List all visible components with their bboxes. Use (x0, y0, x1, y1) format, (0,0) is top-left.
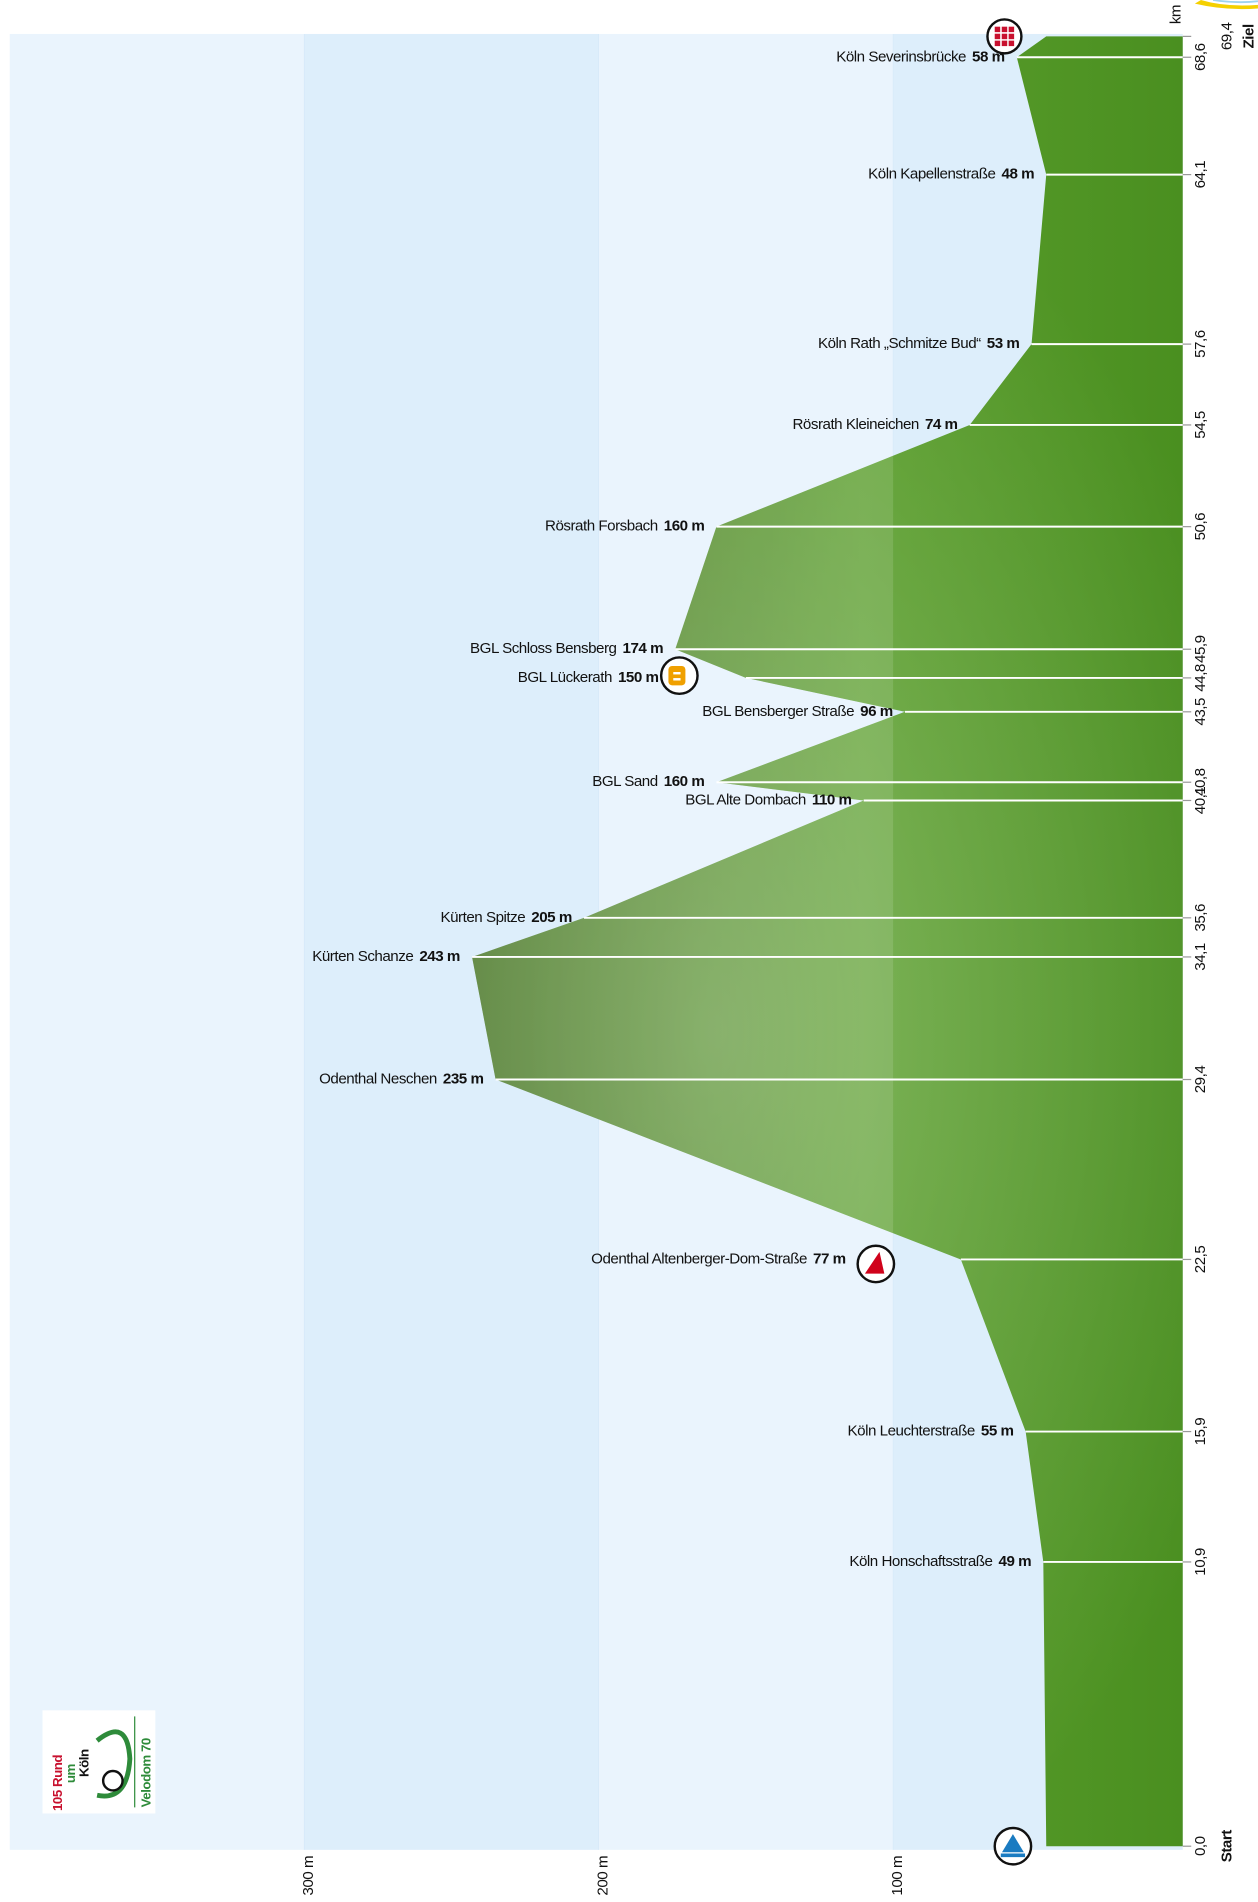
waypoint-label: BGL Lückerath 150 m (518, 669, 659, 686)
x-tick-label: 50,6 (1192, 513, 1209, 541)
x-tick-label: 10,9 (1192, 1548, 1209, 1576)
waypoint-name: BGL Schloss Bensberg (470, 640, 616, 657)
waypoint-lines (472, 56, 1183, 1563)
waypoint-label: Köln Honschaftsstraße 49 m (849, 1553, 1031, 1570)
waypoint-elevation: 243 m (419, 948, 460, 965)
logo-wheel (101, 1769, 124, 1792)
x-tick-label: 22,5 (1192, 1246, 1209, 1274)
waypoint-name: Rösrath Kleineichen (792, 416, 918, 433)
decoration (1194, 0, 1258, 10)
waypoint-name: BGL Bensberger Straße (702, 703, 854, 720)
waypoint-name: Köln Severinsbrücke (836, 48, 966, 65)
x-tick-label: 44,8 (1192, 664, 1209, 692)
waypoint-elevation: 77 m (813, 1250, 846, 1267)
waypoint-label: BGL Bensberger Straße 96 m (702, 703, 893, 720)
x-tick-label: 40,8 (1192, 768, 1209, 796)
x-tick-label: 64,1 (1192, 161, 1209, 189)
food-icon (659, 656, 699, 696)
waypoint-elevation: 48 m (1002, 166, 1035, 183)
logo-text: 105 Rund (50, 1755, 65, 1811)
waypoint-name: Kürten Schanze (312, 948, 413, 965)
waypoint-elevation: 174 m (623, 640, 664, 657)
waypoint-label: Köln Severinsbrücke 58 m (836, 48, 1004, 65)
finish-icon (986, 18, 1023, 55)
waypoint-name: BGL Alte Dombach (685, 791, 806, 808)
x-tick-label: 0,0 (1192, 1836, 1209, 1856)
x-tick-label: 34,1 (1192, 943, 1209, 971)
waypoint-name: Rösrath Forsbach (545, 518, 658, 535)
waypoint-label: Odenthal Altenberger-Dom-Straße 77 m (591, 1250, 845, 1267)
waypoint-name: Kürten Spitze (441, 909, 526, 926)
logo-swirl (95, 1729, 133, 1799)
waypoint-label: BGL Sand 160 m (592, 773, 704, 790)
x-tick-label: 40,1 (1192, 787, 1209, 815)
x-tick-label: 29,4 (1192, 1066, 1209, 1094)
waypoint-label: Odenthal Neschen 235 m (319, 1071, 483, 1088)
waypoint-elevation: 235 m (443, 1071, 484, 1088)
waypoint-name: Odenthal Altenberger-Dom-Straße (591, 1250, 807, 1267)
logo: 105 Rund um Köln Velodom 70 (42, 1710, 156, 1814)
band (9, 33, 305, 1850)
x-tick-label: 35,6 (1192, 904, 1209, 932)
start-label: Start (1219, 1830, 1236, 1863)
y-tick-label: 100 m (889, 1856, 906, 1896)
waypoint-name: Köln Kapellenstraße (868, 166, 995, 183)
start-icon (993, 1826, 1033, 1866)
waypoint-label: Kürten Schanze 243 m (312, 948, 460, 965)
x-tick-label: 69,4 (1219, 23, 1236, 51)
x-tick-label: 45,9 (1192, 635, 1209, 663)
waypoint-label: Rösrath Forsbach 160 m (545, 518, 704, 535)
logo-text: um (63, 1763, 78, 1783)
decoration (1212, 0, 1258, 4)
x-axis-label: km (1168, 5, 1185, 24)
end-label: Ziel (1240, 24, 1257, 48)
waypoint-elevation: 160 m (664, 773, 705, 790)
y-tick-label: 300 m (300, 1856, 317, 1896)
waypoint-elevation: 49 m (999, 1553, 1032, 1570)
waypoint-label: Köln Rath „Schmitze Bud“ 53 m (818, 335, 1019, 352)
y-tick-label: 200 m (595, 1856, 612, 1896)
waypoint-label: BGL Alte Dombach 110 m (685, 791, 851, 808)
waypoint-name: Köln Rath „Schmitze Bud“ (818, 335, 981, 352)
waypoint-label: Rösrath Kleineichen 74 m (792, 416, 957, 433)
x-tick-label: 43,5 (1192, 698, 1209, 726)
waypoint-elevation: 205 m (531, 909, 572, 926)
waypoint-name: BGL Sand (592, 773, 658, 790)
waypoint-elevation: 96 m (860, 703, 893, 720)
x-tick-label: 57,6 (1192, 330, 1209, 358)
waypoint-elevation: 53 m (987, 335, 1020, 352)
waypoint-label: Köln Kapellenstraße 48 m (868, 166, 1034, 183)
waypoint-elevation: 150 m (618, 669, 659, 686)
waypoint-elevation: 160 m (664, 518, 705, 535)
waypoint-label: BGL Schloss Bensberg 174 m (470, 640, 663, 657)
waypoint-label: Kürten Spitze 205 m (441, 909, 572, 926)
waypoint-name: BGL Lückerath (518, 669, 612, 686)
logo-text: Köln (76, 1749, 91, 1777)
x-tick-label: 54,5 (1192, 411, 1209, 439)
waypoint-name: Köln Honschaftsstraße (849, 1553, 992, 1570)
x-tick-label: 15,9 (1192, 1418, 1209, 1446)
waypoint-elevation: 110 m (812, 791, 852, 808)
waypoint-elevation: 74 m (925, 416, 958, 433)
logo-sub: Velodom 70 (138, 1738, 153, 1807)
climb-icon (856, 1244, 896, 1284)
labels: 0,0 10,9 15,9 22,5 29,4 34,1 35,6 40,140,8 43,5 4… (312, 5, 1257, 1862)
waypoint-elevation: 55 m (981, 1423, 1014, 1440)
waypoint-label: Köln Leuchterstraße 55 m (848, 1423, 1014, 1440)
x-tick-label: 68,6 (1192, 43, 1209, 71)
waypoint-name: Köln Leuchterstraße (848, 1423, 975, 1440)
waypoint-name: Odenthal Neschen (319, 1071, 437, 1088)
